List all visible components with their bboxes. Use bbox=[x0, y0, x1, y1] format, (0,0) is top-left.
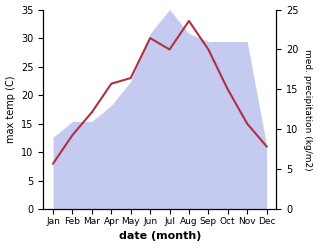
X-axis label: date (month): date (month) bbox=[119, 231, 201, 242]
Y-axis label: max temp (C): max temp (C) bbox=[5, 76, 16, 143]
Y-axis label: med. precipitation (kg/m2): med. precipitation (kg/m2) bbox=[303, 49, 313, 170]
